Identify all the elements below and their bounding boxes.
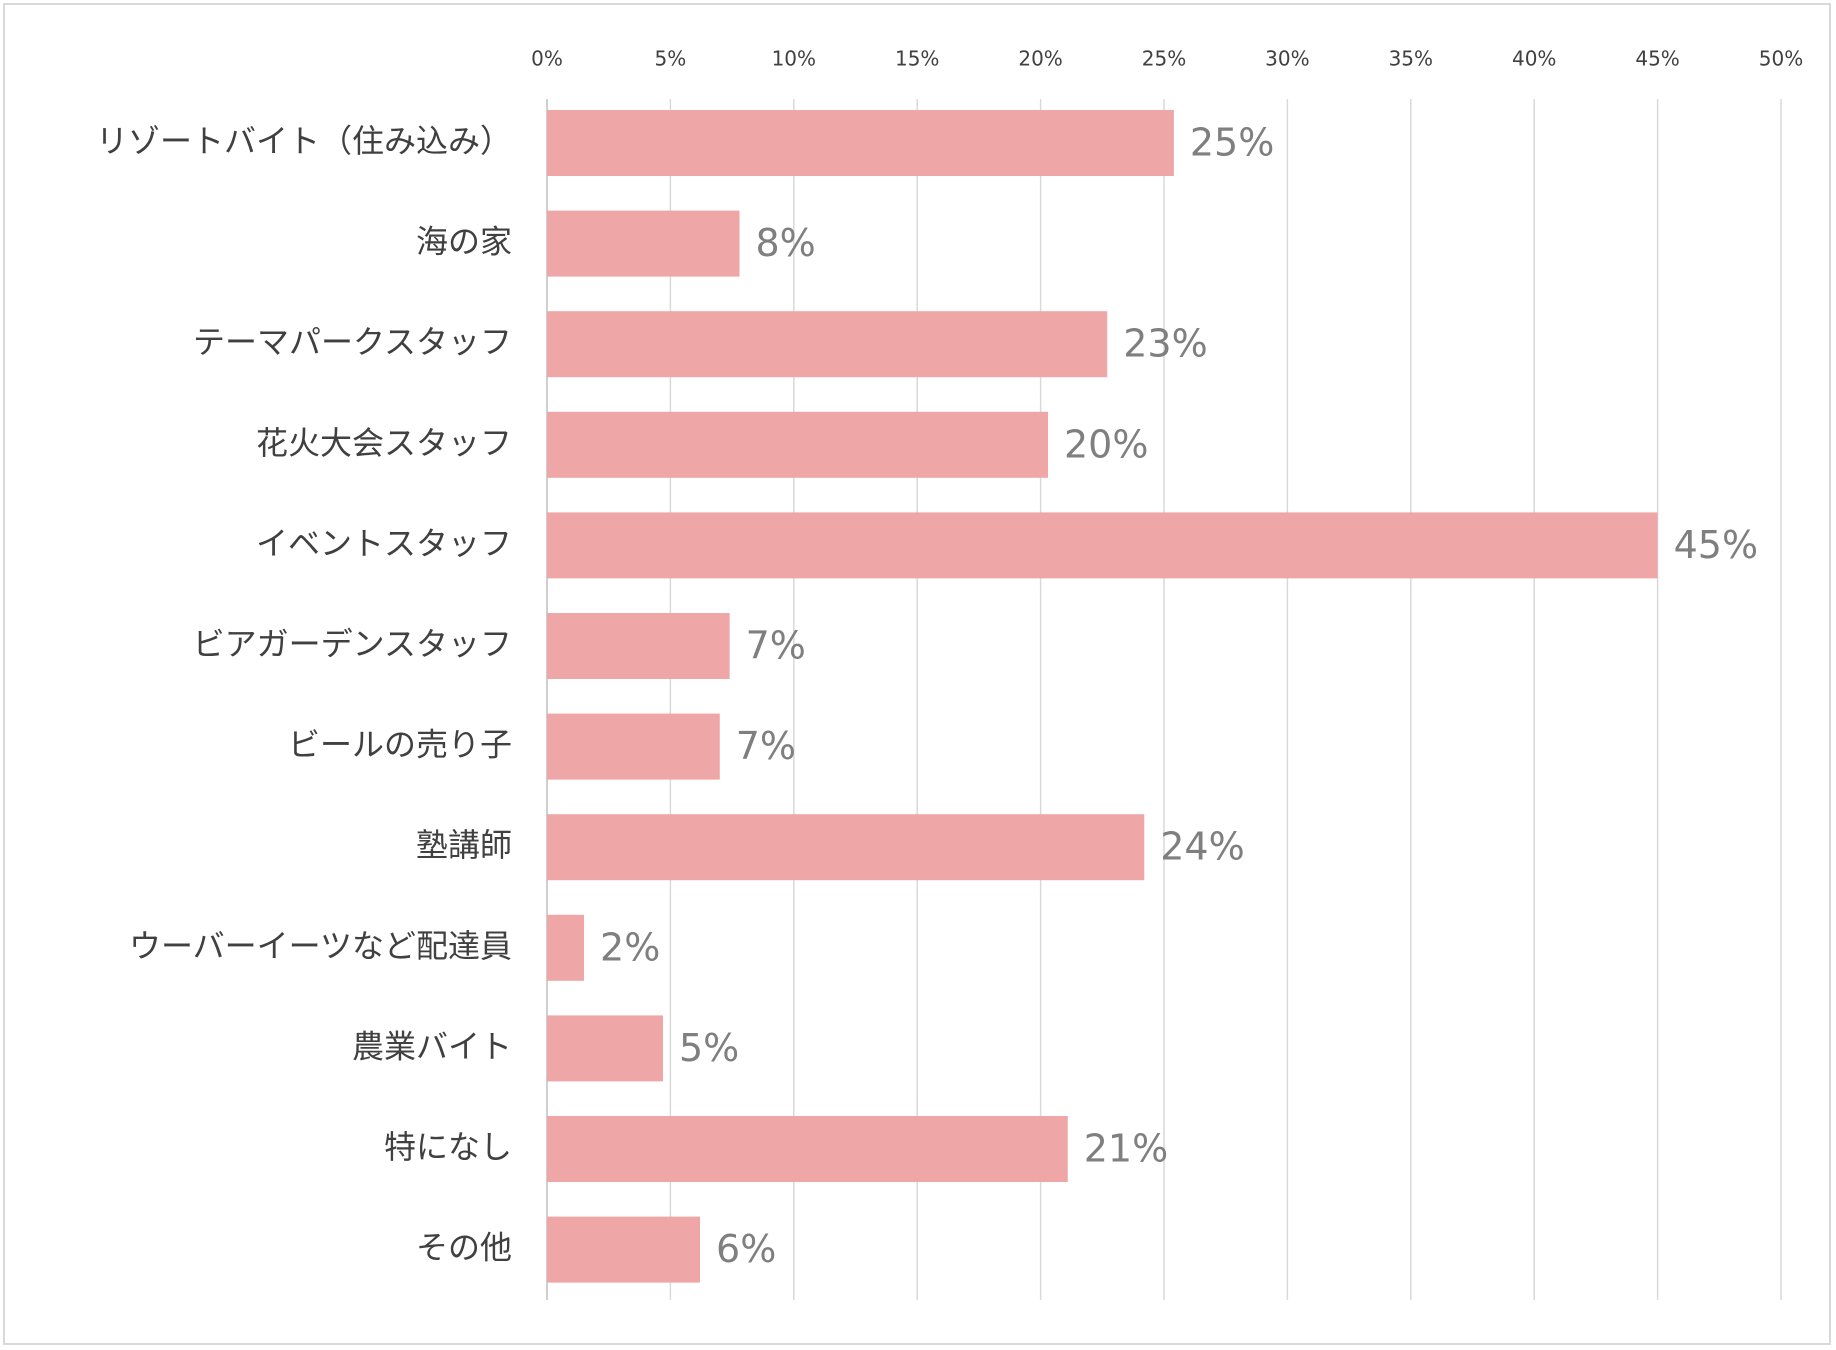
- x-tick-label: 15%: [895, 47, 939, 71]
- bar: [547, 1116, 1068, 1182]
- category-label: テーマパークスタッフ: [193, 323, 512, 361]
- bar: [547, 613, 730, 679]
- x-tick-label: 0%: [531, 47, 563, 71]
- bar: [547, 914, 585, 981]
- data-label: 24%: [1160, 825, 1244, 869]
- bars: [547, 110, 1658, 1283]
- x-tick-label: 10%: [772, 47, 816, 71]
- data-label: 5%: [679, 1026, 739, 1070]
- x-tick-label: 45%: [1635, 47, 1679, 71]
- bar: [547, 311, 1108, 378]
- x-tick-label: 35%: [1389, 47, 1433, 71]
- data-label: 2%: [600, 925, 660, 969]
- category-label: その他: [416, 1229, 512, 1267]
- data-label: 20%: [1064, 422, 1148, 466]
- x-tick-label: 40%: [1512, 47, 1556, 71]
- category-label: 花火大会スタッフ: [256, 424, 512, 462]
- bar: [547, 210, 740, 277]
- category-label: 塾講師: [416, 826, 512, 864]
- category-label: 海の家: [416, 223, 512, 261]
- category-label: 特になし: [384, 1128, 512, 1166]
- data-label: 23%: [1123, 322, 1207, 366]
- bar: [547, 512, 1658, 579]
- category-label: リゾートバイト（住み込み）: [96, 122, 512, 160]
- gridlines: [546, 99, 1782, 1300]
- data-label: 25%: [1190, 121, 1274, 165]
- data-labels: 25% 8% 23% 20% 45% 7% 7% 24% 2% 5% 21% 6%: [600, 121, 1758, 1272]
- category-label: ウーバーイーツなど配達員: [129, 927, 512, 965]
- x-tick-label: 30%: [1265, 47, 1309, 71]
- bar: [547, 1216, 701, 1283]
- x-tick-label: 50%: [1759, 47, 1803, 71]
- data-label: 7%: [736, 724, 796, 768]
- data-label: 7%: [746, 624, 806, 668]
- x-tick-label: 25%: [1142, 47, 1186, 71]
- bar: [547, 411, 1049, 478]
- category-label: 農業バイト: [352, 1027, 512, 1065]
- data-label: 8%: [756, 221, 816, 265]
- bar: [547, 713, 720, 780]
- x-axis-ticks: 0% 5% 10% 15% 20% 25% 30% 35% 40% 45% 50%: [531, 47, 1803, 71]
- data-label: 6%: [716, 1227, 776, 1271]
- category-labels: リゾートバイト（住み込み） 海の家テーマパークスタッフ花火大会スタッフイベントスタ…: [96, 122, 512, 1267]
- bar: [547, 1015, 663, 1082]
- category-label: ビアガーデンスタッフ: [193, 625, 512, 663]
- bar: [547, 110, 1174, 176]
- x-tick-label: 20%: [1018, 47, 1062, 71]
- x-tick-label: 5%: [655, 47, 687, 71]
- bar: [547, 814, 1145, 881]
- data-label: 45%: [1674, 523, 1758, 567]
- data-label: 21%: [1084, 1127, 1168, 1171]
- category-label: ビールの売り子: [288, 726, 512, 764]
- category-label: イベントスタッフ: [256, 524, 512, 562]
